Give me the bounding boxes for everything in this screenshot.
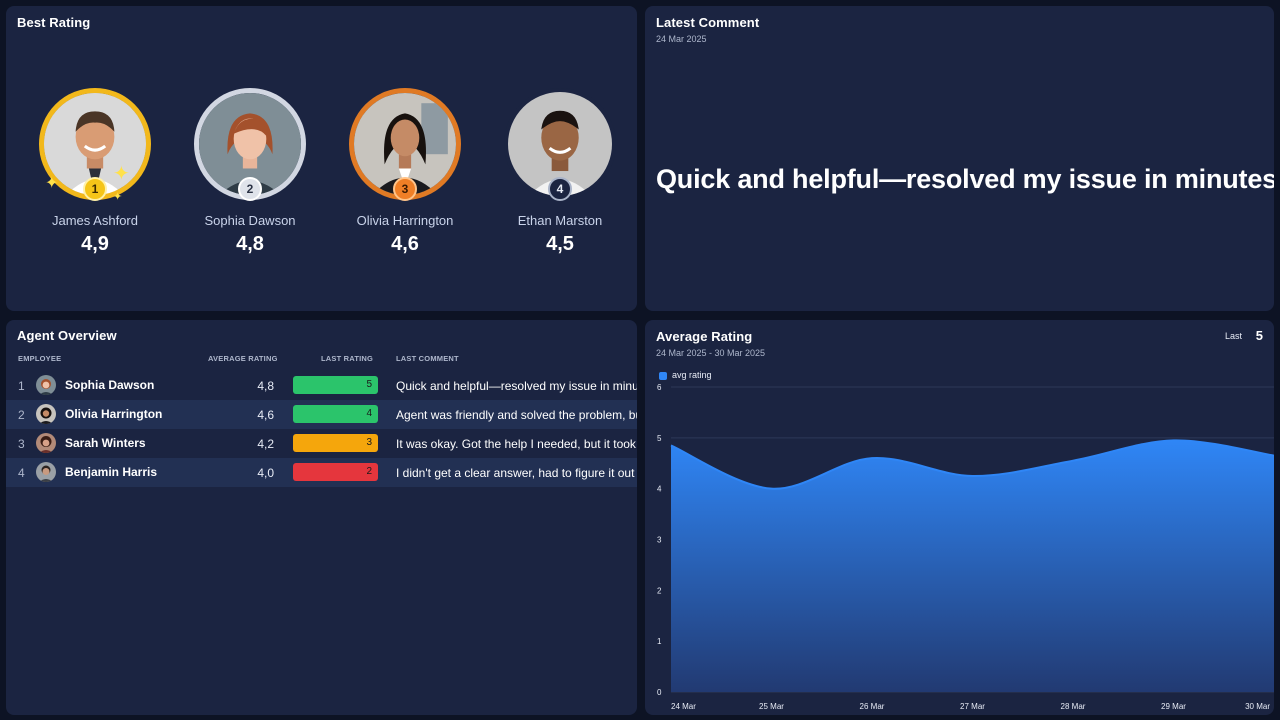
- average-rating-value: 4,6: [257, 408, 274, 422]
- y-axis: 0 1 2 3 4 5 6: [657, 383, 662, 697]
- y-tick-label: 5: [657, 434, 662, 443]
- avatar-photo-icon: [44, 93, 146, 195]
- x-tick-label: 28 Mar: [1061, 702, 1086, 711]
- avatar-photo-icon: [36, 433, 56, 453]
- avatar: [36, 375, 56, 395]
- avatar-wrapper: 2: [194, 88, 306, 201]
- avatar-wrapper: 3: [349, 88, 461, 201]
- period-label[interactable]: Last: [1224, 331, 1242, 341]
- agent-score: 4,5: [546, 233, 574, 255]
- x-tick-label: 29 Mar: [1161, 702, 1186, 711]
- employee-name: Sophia Dawson: [65, 378, 155, 392]
- last-comment-text: Agent was friendly and solved the proble…: [396, 408, 637, 422]
- x-tick-label: 24 Mar: [671, 702, 696, 711]
- last-comment-text: It was okay. Got the help I needed, but …: [396, 437, 637, 451]
- series-line-avg-rating: [670, 439, 1274, 490]
- top-agent-2[interactable]: 2 Sophia Dawson 4,8: [180, 6, 320, 276]
- latest-comment-text: Quick and helpful—resolved my issue in m…: [656, 164, 1274, 194]
- period-value[interactable]: 5: [1255, 328, 1263, 343]
- avatar: [36, 404, 56, 424]
- row-index: 4: [18, 466, 25, 480]
- sparkle-icon: ✦: [113, 191, 123, 203]
- average-rating-panel: 0 1 2 3 4 5 6 24 Mar 25 Mar 26 Mar 27 Mar 28 Mar 29…: [645, 320, 1274, 715]
- avatar-photo-icon: [36, 462, 56, 482]
- column-header-average-rating[interactable]: AVERAGE RATING: [208, 354, 278, 363]
- agent-overview-title: Agent Overview: [17, 328, 117, 343]
- best-rating-title: Best Rating: [17, 15, 91, 30]
- avatar: [36, 462, 56, 482]
- row-index: 3: [18, 437, 25, 451]
- y-tick-label: 6: [657, 383, 662, 392]
- table-row[interactable]: 2 Olivia Harrington 4,6 4 Agent was frie…: [6, 400, 637, 429]
- average-rating-chart: 0 1 2 3 4 5 6 24 Mar 25 Mar 26 Mar 27 Mar 28 Mar 29…: [657, 383, 1274, 711]
- agent-score: 4,6: [391, 233, 419, 255]
- row-index: 1: [18, 379, 25, 393]
- latest-comment-date: 24 Mar 2025: [656, 34, 707, 44]
- x-tick-label: 25 Mar: [759, 702, 784, 711]
- top-agent-4[interactable]: 4 Ethan Marston 4,5: [490, 6, 630, 276]
- chart-series: [670, 439, 1274, 692]
- y-tick-label: 3: [657, 536, 662, 545]
- rank-badge: 2: [238, 177, 262, 201]
- average-rating-value: 4,8: [257, 379, 274, 393]
- rank-badge: 3: [393, 177, 417, 201]
- last-rating-badge: 5: [293, 376, 378, 394]
- sparkle-icon: ✦: [45, 175, 59, 192]
- employee-name: Olivia Harrington: [65, 407, 163, 421]
- x-tick-label: 27 Mar: [960, 702, 985, 711]
- last-comment-text: I didn't get a clear answer, had to figu…: [396, 466, 637, 480]
- table-row[interactable]: 1 Sophia Dawson 4,8 5 Quick and helpful—…: [6, 371, 637, 400]
- last-rating-badge: 2: [293, 463, 378, 481]
- column-header-employee[interactable]: EMPLOYEE: [18, 354, 62, 363]
- best-rating-panel: Best Rating ✦ ✦ ✦ 1 James Ashford 4,9: [6, 6, 637, 311]
- last-comment-text: Quick and helpful—resolved my issue in m…: [396, 379, 637, 393]
- agent-name: Ethan Marston: [517, 213, 603, 228]
- agent-name: Olivia Harrington: [356, 213, 454, 228]
- agent-name: James Ashford: [52, 213, 138, 228]
- avatar-photo-icon: [36, 375, 56, 395]
- agent-score: 4,9: [81, 233, 109, 255]
- avatar: [36, 433, 56, 453]
- legend-swatch: [659, 372, 667, 380]
- top-agent-3[interactable]: 3 Olivia Harrington 4,6: [335, 6, 475, 276]
- avatar-photo-icon: [36, 404, 56, 424]
- row-index: 2: [18, 408, 25, 422]
- latest-comment-title: Latest Comment: [656, 15, 760, 30]
- employee-name: Benjamin Harris: [65, 465, 158, 479]
- avatar-wrapper: ✦ ✦ ✦ 1: [39, 88, 151, 203]
- y-tick-label: 4: [657, 485, 662, 494]
- last-rating-badge: 4: [293, 405, 378, 423]
- agent-name: Sophia Dawson: [204, 213, 296, 228]
- avatar-wrapper: 4: [504, 88, 616, 201]
- y-tick-label: 0: [657, 688, 662, 697]
- agent-overview-panel: Agent Overview EMPLOYEE AVERAGE RATING L…: [6, 320, 637, 715]
- x-tick-label: 30 Mar: [1245, 702, 1270, 711]
- avatar-photo-icon: [199, 93, 301, 195]
- series-area-avg-rating: [671, 440, 1274, 692]
- table-row[interactable]: 3 Sarah Winters 4,2 3 It was okay. Got t…: [6, 429, 637, 458]
- y-tick-label: 2: [657, 586, 662, 595]
- table-row[interactable]: 4 Benjamin Harris 4,0 2 I didn't get a c…: [6, 458, 637, 487]
- average-rating-date-range: 24 Mar 2025 - 30 Mar 2025: [656, 348, 766, 358]
- sparkle-icon: ✦: [113, 163, 130, 185]
- average-rating-title: Average Rating: [656, 329, 753, 344]
- employee-name: Sarah Winters: [65, 436, 146, 450]
- rank-badge: 4: [548, 177, 572, 201]
- last-rating-badge: 3: [293, 434, 378, 452]
- x-tick-label: 26 Mar: [860, 702, 885, 711]
- column-header-last-rating[interactable]: LAST RATING: [321, 354, 374, 363]
- average-rating-value: 4,0: [257, 466, 274, 480]
- y-tick-label: 1: [657, 637, 662, 646]
- average-rating-value: 4,2: [257, 437, 274, 451]
- avatar: [39, 88, 151, 200]
- rank-badge: 1: [83, 177, 107, 201]
- latest-comment-panel: Latest Comment 24 Mar 2025 Quick and hel…: [645, 6, 1274, 311]
- column-header-last-comment[interactable]: LAST COMMENT: [396, 354, 459, 363]
- top-agent-1[interactable]: ✦ ✦ ✦ 1 James Ashford 4,9: [25, 6, 165, 276]
- legend-label[interactable]: avg rating: [672, 370, 712, 380]
- agent-score: 4,8: [236, 233, 264, 255]
- x-axis: 24 Mar 25 Mar 26 Mar 27 Mar 28 Mar 29 Mar 30 M…: [671, 702, 1270, 711]
